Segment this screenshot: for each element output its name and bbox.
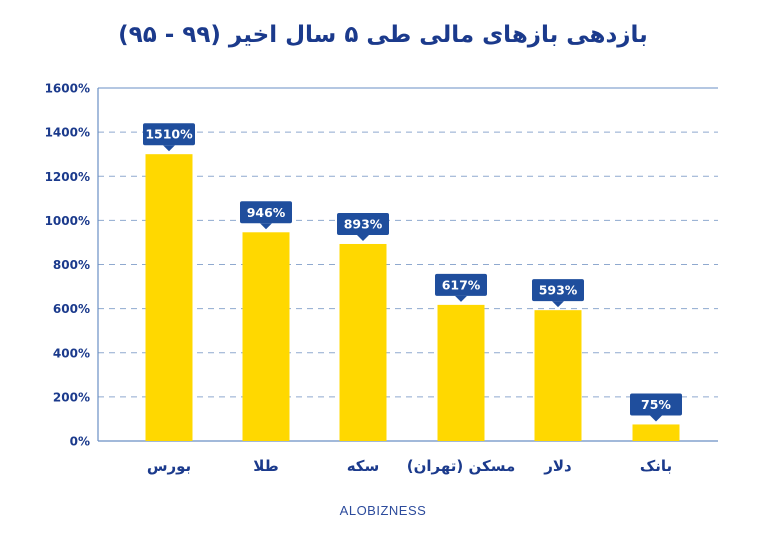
y-tick-label: 400% [53,346,90,360]
data-label-pointer [552,301,564,308]
x-tick-label: بانک [640,457,672,475]
bar [242,232,290,441]
x-tick-label: مسکن (تهران) [407,457,516,475]
x-tick-label: دلار [543,457,572,475]
data-label-pointer [163,145,175,152]
bar [632,424,680,441]
data-label: 893% [344,216,383,231]
y-tick-label: 1600% [45,82,90,96]
data-label-box [435,273,487,296]
bar [339,243,387,441]
data-label: 593% [539,283,578,298]
data-label: 617% [442,277,481,292]
y-tick-label: 800% [53,258,90,272]
bar [437,304,485,441]
data-label: 946% [247,205,286,220]
watermark-text: ALOBIZNESS [339,503,427,518]
data-label-pointer [455,295,467,302]
data-label-box [240,201,292,224]
chart-title: بازدهی بازهای مالی طی ۵ سال اخیر (۹۹ - ۹… [118,22,648,48]
bar [145,154,193,441]
data-label-pointer [650,415,662,422]
x-tick-label: طلا [253,457,279,475]
y-tick-label: 1400% [45,126,90,140]
data-label: 1510% [145,127,193,142]
data-label-pointer [260,223,272,230]
data-label-pointer [357,234,369,241]
data-label-box [532,279,584,302]
y-tick-label: 200% [53,390,90,404]
y-tick-label: 1000% [45,214,90,228]
bar [534,310,582,441]
x-tick-label: سکه [347,457,380,475]
y-tick-label: 1200% [45,170,90,184]
data-label-box [630,393,682,416]
data-label: 75% [641,397,671,412]
y-tick-label: 600% [53,302,90,316]
x-tick-label: بورس [147,457,191,475]
y-tick-label: 0% [70,435,90,449]
data-label-box [337,212,389,235]
data-label-box [143,123,195,146]
